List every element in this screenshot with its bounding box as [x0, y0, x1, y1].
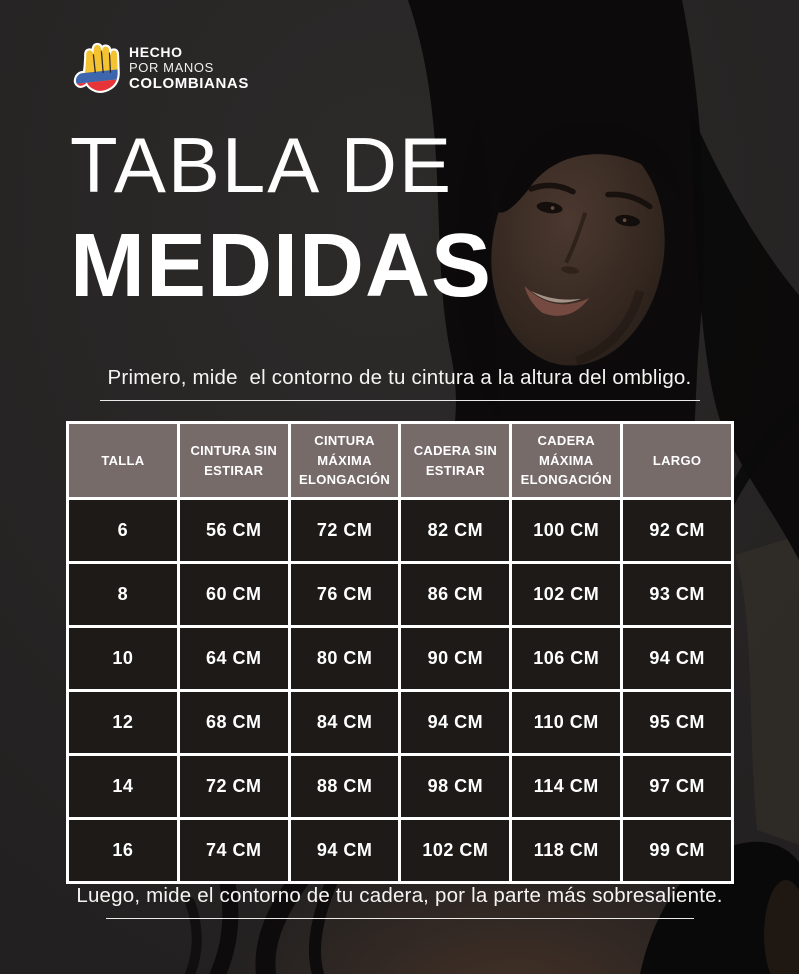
title-line-tabla-de: TABLA DE: [70, 121, 454, 209]
brand-word-por-manos: POR MANOS: [129, 60, 214, 76]
measurements-table: TALLA CINTURA SIN ESTIRAR CINTURA MÁXIMA…: [66, 421, 734, 884]
table-cell: 100 CM: [509, 497, 624, 564]
table-cell: 8: [66, 561, 180, 628]
title-line-medidas: MEDIDAS: [70, 216, 493, 316]
model-face: [491, 122, 680, 366]
table-cell: 98 CM: [398, 753, 513, 820]
table-cell: 102 CM: [398, 817, 513, 884]
brand-word-colombianas: COLOMBIANAS: [129, 74, 249, 92]
table-cell: 102 CM: [509, 561, 624, 628]
size-row-12: 12 68 CM 84 CM 94 CM 110 CM 95 CM: [66, 689, 734, 756]
table-cell: 56 CM: [176, 497, 291, 564]
instruction-waist-block: Primero, mide el contorno de tu cintura …: [0, 366, 799, 401]
header-row: TALLA CINTURA SIN ESTIRAR CINTURA MÁXIMA…: [66, 421, 734, 500]
table-cell: 93 CM: [620, 561, 734, 628]
table-cell: 72 CM: [287, 497, 402, 564]
table-cell: 14: [66, 753, 180, 820]
table-cell: 94 CM: [287, 817, 402, 884]
table-cell: 114 CM: [509, 753, 624, 820]
table-cell: 60 CM: [176, 561, 291, 628]
column-header-cadera-sin-estirar: CADERA SIN ESTIRAR: [398, 421, 513, 500]
table-cell: 88 CM: [287, 753, 402, 820]
table-cell: 6: [66, 497, 180, 564]
table-cell: 86 CM: [398, 561, 513, 628]
table-cell: 80 CM: [287, 625, 402, 692]
table-cell: 68 CM: [176, 689, 291, 756]
instruction-hip-text: Luego, mide el contorno de tu cadera, po…: [76, 884, 723, 907]
table-cell: 92 CM: [620, 497, 734, 564]
column-header-talla: TALLA: [66, 421, 180, 500]
table-cell: 76 CM: [287, 561, 402, 628]
table-cell: 72 CM: [176, 753, 291, 820]
table-cell: 16: [66, 817, 180, 884]
colombian-flag-hand-icon: [72, 42, 121, 94]
divider-line-top: [99, 400, 700, 401]
table-cell: 118 CM: [509, 817, 624, 884]
measurements-table-body: 6 56 CM 72 CM 82 CM 100 CM 92 CM 8 60 CM…: [66, 497, 734, 884]
table-cell: 106 CM: [509, 625, 624, 692]
table-cell: 84 CM: [287, 689, 402, 756]
size-row-10: 10 64 CM 80 CM 90 CM 106 CM 94 CM: [66, 625, 734, 692]
measurements-table-head: TALLA CINTURA SIN ESTIRAR CINTURA MÁXIMA…: [66, 421, 734, 500]
table-cell: 99 CM: [620, 817, 734, 884]
table-cell: 94 CM: [398, 689, 513, 756]
table-cell: 110 CM: [509, 689, 624, 756]
size-row-14: 14 72 CM 88 CM 98 CM 114 CM 97 CM: [66, 753, 734, 820]
size-row-8: 8 60 CM 76 CM 86 CM 102 CM 93 CM: [66, 561, 734, 628]
instruction-hip-block: Luego, mide el contorno de tu cadera, po…: [0, 884, 799, 919]
table-cell: 94 CM: [620, 625, 734, 692]
divider-line-bottom: [105, 918, 694, 919]
column-header-cintura-maxima-elongacion: CINTURA MÁXIMA ELONGACIÓN: [287, 421, 402, 500]
table-cell: 82 CM: [398, 497, 513, 564]
table-cell: 12: [66, 689, 180, 756]
column-header-largo: LARGO: [620, 421, 734, 500]
brand-logo: HECHO POR MANOS COLOMBIANAS: [72, 34, 249, 104]
table-cell: 74 CM: [176, 817, 291, 884]
table-cell: 95 CM: [620, 689, 734, 756]
size-row-6: 6 56 CM 72 CM 82 CM 100 CM 92 CM: [66, 497, 734, 564]
brand-word-hecho: HECHO: [129, 44, 183, 61]
model-hair-bottom: [185, 841, 799, 974]
table-cell: 10: [66, 625, 180, 692]
page-title: TABLA DE MEDIDAS: [70, 126, 492, 311]
model-shoulder: [735, 535, 799, 845]
size-row-16: 16 74 CM 94 CM 102 CM 118 CM 99 CM: [66, 817, 734, 884]
instruction-waist-text: Primero, mide el contorno de tu cintura …: [107, 366, 692, 389]
table-cell: 64 CM: [176, 625, 291, 692]
brand-wordmark: HECHO POR MANOS COLOMBIANAS: [129, 45, 249, 92]
table-cell: 90 CM: [398, 625, 513, 692]
table-cell: 97 CM: [620, 753, 734, 820]
column-header-cintura-sin-estirar: CINTURA SIN ESTIRAR: [176, 421, 291, 500]
column-header-cadera-maxima-elongacion: CADERA MÁXIMA ELONGACIÓN: [509, 421, 624, 500]
